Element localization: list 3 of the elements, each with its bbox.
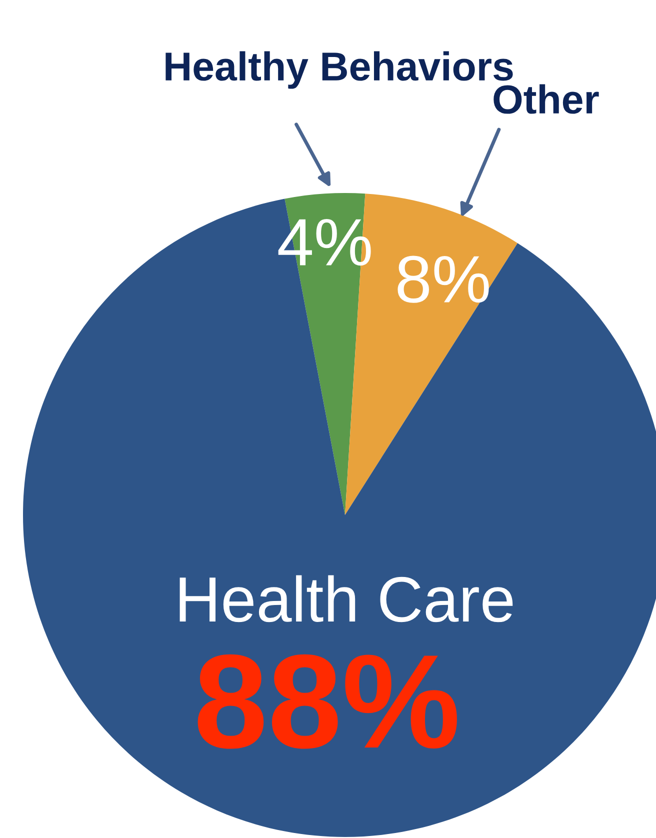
data-label: 8%: [398, 256, 489, 303]
data-label: 88%: [198, 654, 457, 749]
slice-label: Health Care: [180, 575, 513, 622]
